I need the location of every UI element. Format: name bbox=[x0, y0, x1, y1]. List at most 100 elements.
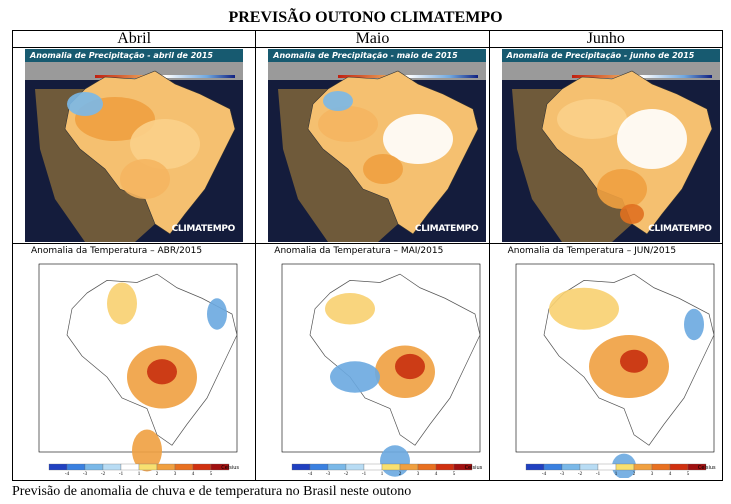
colorbar-segment bbox=[597, 463, 616, 471]
temperature-anomaly-map: -4 -3 -2 -1 1 2 3 4 5 Anomalia da Temperatura – … bbox=[270, 246, 489, 478]
temp-map-title: Anomalia da Temperatura – MAI/2015 bbox=[274, 246, 444, 256]
colorbar-segment bbox=[633, 463, 652, 471]
temp-map-title: Anomalia da Temperatura – ABR/2015 bbox=[31, 246, 203, 256]
colorbar-segment bbox=[543, 463, 562, 471]
colorbar-segment bbox=[454, 463, 473, 471]
precip-map-title: Anomalia de Precipitação - junho de 2015 bbox=[501, 49, 720, 62]
precip-map-title: Anomalia de Precipitação - abril de 2015 bbox=[25, 49, 243, 62]
colorbar-tick: -4 bbox=[542, 472, 547, 477]
precip-colorbar bbox=[95, 75, 235, 78]
colorbar-tick: -1 bbox=[596, 472, 601, 477]
colorbar-segment bbox=[651, 463, 670, 471]
colorbar-segment bbox=[364, 463, 383, 471]
colorbar-tick: 3 bbox=[417, 472, 420, 477]
colorbar-segment bbox=[156, 463, 176, 471]
month-header-maio: Maio bbox=[255, 30, 490, 48]
colorbar-segment bbox=[436, 463, 455, 471]
document-title: PREVISÃO OUTONO CLIMATEMPO bbox=[228, 9, 503, 26]
precip-anomaly-area bbox=[67, 92, 103, 116]
colorbar-tick: 2 bbox=[399, 472, 402, 477]
temperature-anomaly-map: -4 -3 -2 -1 1 2 3 4 5 Anomalia da Temperatura – … bbox=[27, 246, 245, 478]
precip-map-title: Anomalia de Precipitação - maio de 2015 bbox=[268, 49, 487, 62]
colorbar-tick: -3 bbox=[83, 472, 88, 477]
colorbar-tick: -2 bbox=[344, 472, 349, 477]
south-america-terrain bbox=[511, 89, 632, 242]
colorbar-segment bbox=[687, 463, 706, 471]
colorbar-tick: 4 bbox=[668, 472, 671, 477]
colorbar-tick: 2 bbox=[156, 472, 159, 477]
colorbar-segment bbox=[579, 463, 598, 471]
temp-anomaly-area bbox=[325, 293, 376, 325]
temp-anomaly-area bbox=[147, 359, 177, 385]
colorbar-tick: -4 bbox=[65, 472, 70, 477]
colorbar-segment bbox=[561, 463, 580, 471]
colorbar-tick: 3 bbox=[174, 472, 177, 477]
colorbar-segment bbox=[310, 463, 329, 471]
colorbar-unit: Celsius bbox=[221, 465, 239, 471]
caption: Previsão de anomalia de chuva e de tempe… bbox=[12, 484, 412, 499]
precip-anomaly-area bbox=[556, 99, 627, 139]
colorbar-tick: 4 bbox=[192, 472, 195, 477]
colorbar-tick: 4 bbox=[435, 472, 438, 477]
precip-anomaly-area bbox=[363, 154, 404, 184]
colorbar-segment bbox=[382, 463, 401, 471]
colorbar-tick: 5 bbox=[453, 472, 456, 477]
precip-colorbar bbox=[338, 75, 479, 78]
precipitation-anomaly-map: Anomalia de Precipitação - junho de 2015… bbox=[501, 49, 720, 242]
colorbar-segment bbox=[525, 463, 544, 471]
precip-anomaly-area bbox=[130, 119, 200, 169]
colorbar-segment bbox=[102, 463, 122, 471]
month-header-junho: Junho bbox=[488, 30, 724, 48]
precip-anomaly-area bbox=[318, 106, 379, 142]
precipitation-anomaly-map: Anomalia de Precipitação - abril de 2015… bbox=[25, 49, 243, 242]
brazil-outline bbox=[309, 273, 481, 446]
temp-map-title: Anomalia da Temperatura – JUN/2015 bbox=[507, 246, 677, 256]
colorbar-tick: -3 bbox=[560, 472, 565, 477]
temperature-anomaly-map: -4 -3 -2 -1 1 2 3 4 5 Anomalia da Temperatura – … bbox=[503, 246, 722, 478]
forecast-table: Abril Maio Junho Anomalia de Precipitaçã… bbox=[11, 30, 724, 481]
precipitation-anomaly-map: Anomalia de Precipitação - maio de 2015 … bbox=[268, 49, 487, 242]
colorbar-segment bbox=[328, 463, 347, 471]
temp-anomaly-area bbox=[107, 282, 137, 325]
colorbar-tick: -4 bbox=[308, 472, 313, 477]
colorbar-tick: -2 bbox=[101, 472, 106, 477]
colorbar-tick: 2 bbox=[632, 472, 635, 477]
temp-anomaly-area bbox=[132, 429, 162, 472]
temp-anomaly-area bbox=[683, 308, 704, 341]
colorbar-tick: 1 bbox=[614, 472, 617, 477]
colorbar-segment bbox=[210, 463, 230, 471]
temp-anomaly-area bbox=[619, 349, 648, 373]
climatempo-logo: CLIMATEMPO bbox=[414, 224, 479, 234]
colorbar-segment bbox=[174, 463, 194, 471]
colorbar-unit: Celsius bbox=[697, 465, 716, 471]
precip-colorbar bbox=[571, 75, 712, 78]
colorbar-segment bbox=[418, 463, 437, 471]
colorbar-tick: -1 bbox=[119, 472, 124, 477]
temp-anomaly-area bbox=[207, 298, 227, 330]
climatempo-logo: CLIMATEMPO bbox=[648, 224, 712, 234]
colorbar-segment bbox=[120, 463, 140, 471]
colorbar-tick: -1 bbox=[362, 472, 367, 477]
precip-anomaly-area bbox=[323, 91, 354, 111]
colorbar-segment bbox=[138, 463, 158, 471]
colorbar-segment bbox=[615, 463, 634, 471]
brazil-outline bbox=[66, 273, 238, 446]
precip-anomaly-area bbox=[619, 204, 644, 224]
month-header-abril: Abril bbox=[11, 30, 257, 48]
south-america-terrain bbox=[35, 89, 155, 242]
colorbar-tick: 3 bbox=[650, 472, 653, 477]
colorbar-segment bbox=[669, 463, 688, 471]
temp-anomaly-area bbox=[380, 445, 411, 477]
colorbar-segment bbox=[84, 463, 104, 471]
temp-anomaly-area bbox=[330, 361, 381, 393]
precip-anomaly-area bbox=[616, 109, 687, 169]
colorbar-segment bbox=[192, 463, 212, 471]
colorbar-segment bbox=[48, 463, 68, 471]
colorbar-segment bbox=[400, 463, 419, 471]
colorbar-tick: 1 bbox=[138, 472, 141, 477]
colorbar-segment bbox=[346, 463, 365, 471]
colorbar-tick: 5 bbox=[210, 472, 213, 477]
precip-anomaly-area bbox=[120, 159, 170, 199]
colorbar-tick: 1 bbox=[381, 472, 384, 477]
temp-anomaly-area bbox=[548, 287, 619, 330]
